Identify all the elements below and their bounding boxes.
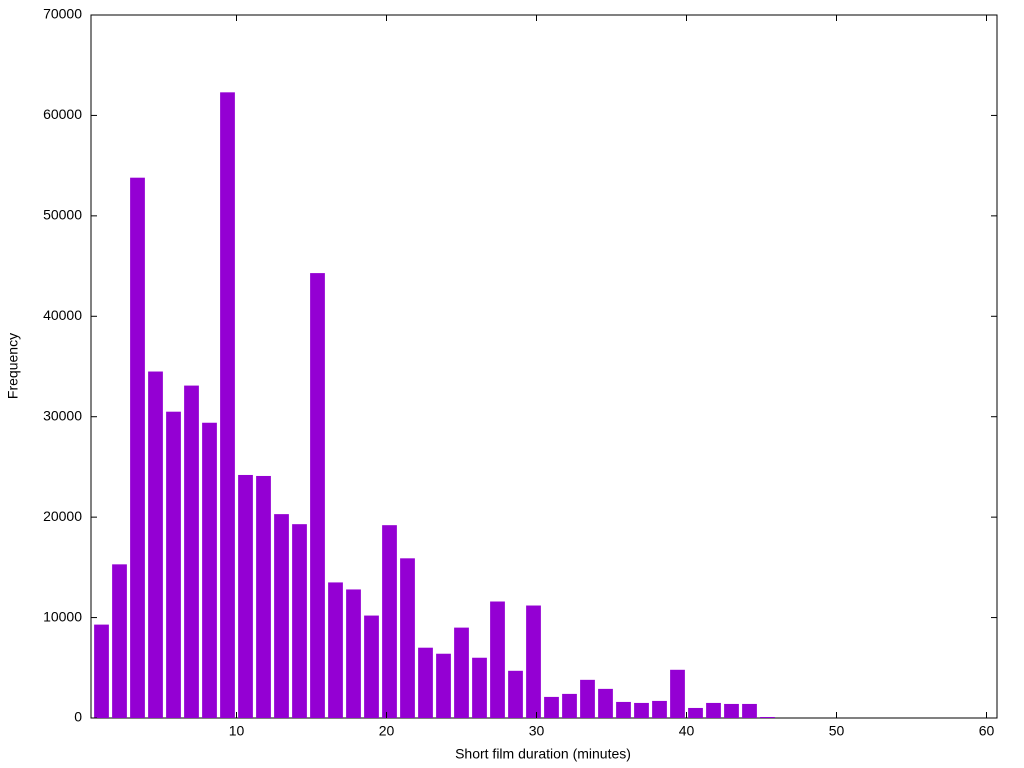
y-tick-label: 40000 (43, 307, 82, 323)
x-tick-label: 50 (829, 723, 845, 739)
bar (310, 273, 325, 718)
bar (598, 688, 613, 718)
bar (382, 525, 397, 718)
bar (670, 669, 685, 718)
y-tick-label: 70000 (43, 6, 82, 22)
x-tick-label: 30 (529, 723, 545, 739)
bar (742, 703, 757, 718)
y-tick-label: 50000 (43, 207, 82, 223)
bar (688, 707, 703, 718)
bar (724, 703, 739, 718)
bar (508, 670, 523, 718)
bar (328, 582, 343, 718)
bar (166, 411, 181, 718)
x-tick-label: 20 (379, 723, 395, 739)
bar (634, 702, 649, 718)
bar (706, 702, 721, 718)
bar (220, 92, 235, 718)
bar (94, 624, 109, 718)
y-axis-label: Frequency (5, 333, 21, 399)
bar (364, 615, 379, 718)
bar (472, 657, 487, 718)
plot-frame (90, 14, 998, 719)
bar (256, 475, 271, 718)
y-tick-label: 60000 (43, 106, 82, 122)
bar (490, 601, 505, 718)
x-tick-label: 10 (229, 723, 245, 739)
bar (238, 474, 253, 718)
bar (544, 696, 559, 718)
bar (652, 700, 667, 718)
bar (436, 653, 451, 718)
y-tick-label: 30000 (43, 407, 82, 423)
bar (148, 371, 163, 718)
x-axis-label: Short film duration (minutes) (455, 746, 631, 762)
bar (418, 647, 433, 718)
bar (760, 716, 775, 718)
y-tick-label: 20000 (43, 508, 82, 524)
y-tick-label: 0 (74, 709, 82, 725)
bar (562, 693, 577, 718)
bar (292, 524, 307, 718)
bar (526, 605, 541, 718)
bar (400, 558, 415, 718)
bar (274, 514, 289, 718)
y-tick-label: 10000 (43, 608, 82, 624)
bar (130, 177, 145, 719)
bar (580, 679, 595, 718)
bar (184, 385, 199, 718)
x-tick-label: 40 (679, 723, 695, 739)
bar (112, 564, 127, 718)
x-tick-label: 60 (979, 723, 995, 739)
bar (454, 627, 469, 718)
bar (202, 422, 217, 718)
bar (616, 701, 631, 718)
bar (346, 589, 361, 718)
